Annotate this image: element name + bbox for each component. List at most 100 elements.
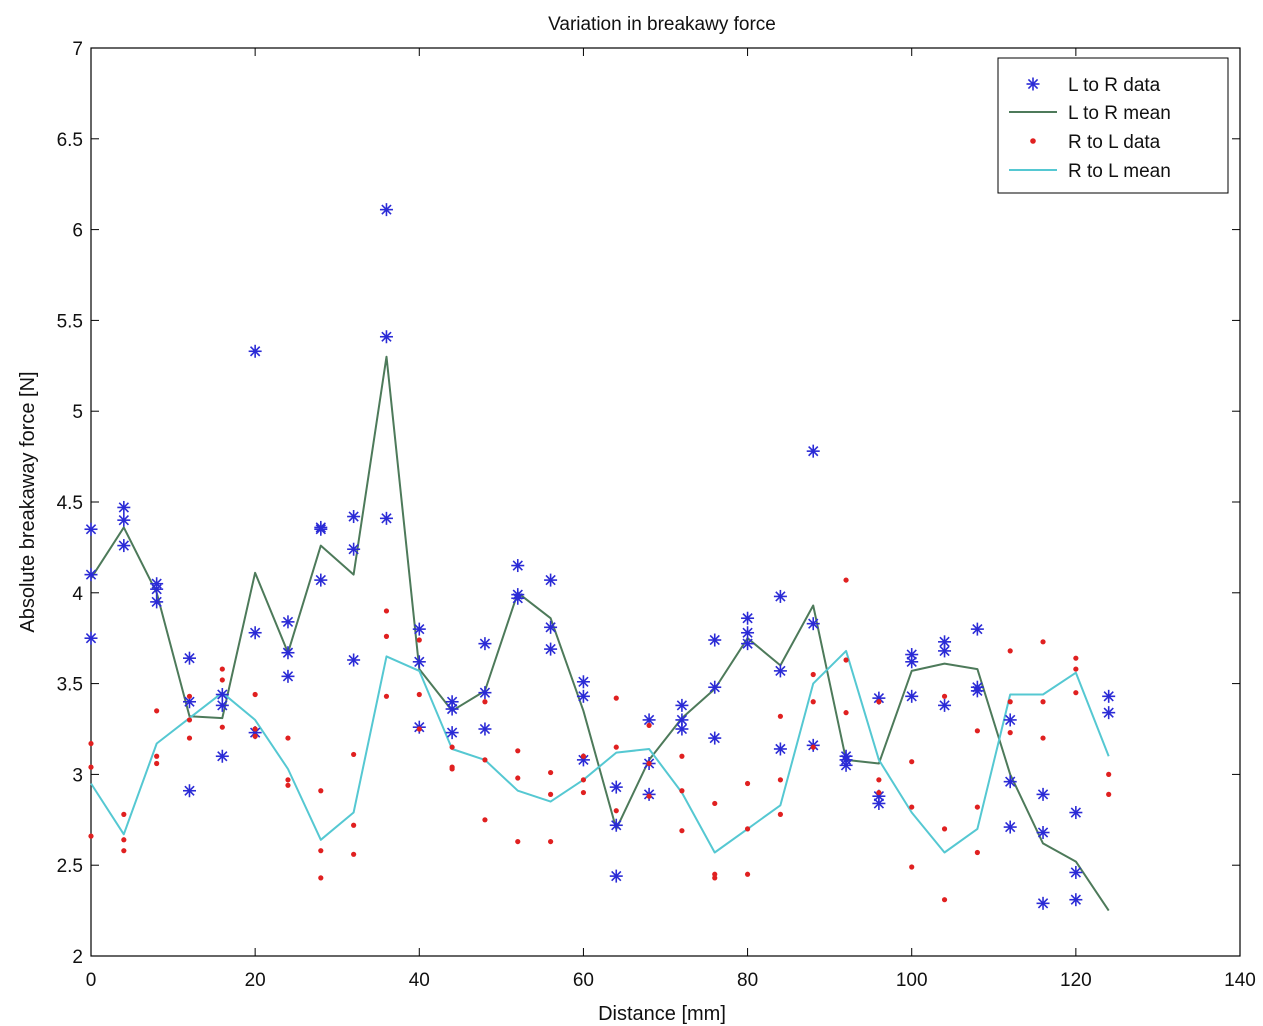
data-point (117, 513, 131, 527)
data-point (744, 826, 751, 832)
data-point (679, 788, 685, 794)
data-point (613, 695, 619, 701)
data-point (905, 689, 919, 703)
data-point-stroke (939, 636, 950, 647)
data-point-stroke (1037, 827, 1049, 838)
data-point (182, 784, 196, 798)
data-point (318, 848, 324, 854)
data-point (613, 744, 619, 750)
data-point (215, 749, 229, 763)
legend-label: L to R data (1068, 75, 1161, 96)
data-point (511, 559, 525, 573)
series-l-to-r-mean (90, 355, 1110, 912)
data-point-stroke (611, 820, 622, 831)
data-point (872, 796, 886, 810)
data-point (515, 838, 521, 845)
data-point (773, 742, 787, 756)
data-point (1069, 893, 1083, 907)
data-point (478, 722, 492, 736)
data-point (281, 669, 295, 683)
data-point (970, 684, 984, 698)
data-point-stroke (479, 723, 491, 735)
chart-title: Variation in breakawy force (548, 14, 776, 35)
data-point (679, 753, 685, 759)
data-point (318, 788, 324, 794)
data-point (121, 848, 127, 854)
data-point (1040, 639, 1046, 645)
data-point-stroke (676, 723, 688, 735)
data-point-stroke (742, 638, 753, 649)
data-point-stroke (479, 687, 491, 698)
data-point (941, 897, 948, 903)
data-point (548, 838, 554, 845)
series-r-to-l-data (88, 577, 1112, 903)
data-point (482, 699, 488, 705)
data-point (839, 758, 853, 772)
data-point (609, 780, 623, 794)
data-point-stroke (249, 627, 261, 638)
data-point (215, 687, 229, 701)
data-point (712, 875, 718, 881)
data-point (347, 510, 361, 524)
data-point (708, 633, 722, 647)
data-point-stroke (85, 569, 97, 580)
data-point-stroke (873, 798, 885, 809)
legend-label: R to L mean (1068, 161, 1171, 182)
data-point (88, 833, 94, 839)
data-point (285, 782, 291, 788)
data-point (84, 631, 98, 645)
x-tick-label: 140 (1224, 970, 1256, 991)
data-point-stroke (676, 700, 688, 711)
data-point-stroke (381, 331, 392, 342)
plot-area (90, 47, 1241, 957)
data-point-stroke (972, 685, 983, 697)
data-point (121, 837, 127, 843)
data-point (88, 764, 94, 770)
data-point (88, 740, 94, 747)
data-point (741, 626, 755, 640)
data-point-stroke (249, 727, 261, 738)
data-point-stroke (446, 727, 458, 738)
data-point (580, 777, 587, 783)
legend-label: L to R mean (1068, 103, 1171, 124)
y-tick-label: 5 (72, 402, 83, 423)
data-point (511, 591, 525, 605)
data-point (482, 757, 488, 763)
data-point-stroke (282, 616, 294, 628)
y-axis-title: Absolute breakaway force [N] (17, 371, 39, 632)
data-point (379, 511, 393, 525)
data-point-stroke (1005, 714, 1016, 726)
data-point-stroke (184, 785, 195, 796)
data-point (154, 760, 160, 767)
data-point (712, 871, 718, 877)
data-point-stroke (1070, 807, 1082, 818)
data-point (248, 626, 262, 640)
data-point (744, 871, 751, 877)
data-point (186, 717, 193, 723)
data-point (150, 582, 164, 596)
data-point (941, 826, 948, 832)
data-point-stroke (873, 692, 885, 704)
data-point-stroke (939, 700, 950, 711)
data-point (186, 735, 193, 741)
x-axis: 0 20 40 60 80 100 120 140 (86, 48, 1256, 991)
data-point (318, 875, 324, 881)
x-tick-label: 100 (896, 970, 928, 991)
data-point-stroke (742, 627, 753, 638)
data-point (909, 864, 915, 870)
data-point (117, 500, 131, 514)
legend-asterisk-swatch-stroke (1027, 78, 1039, 90)
data-point (938, 698, 952, 712)
data-point (252, 691, 258, 698)
data-point (576, 689, 590, 703)
data-point-stroke (578, 676, 589, 687)
data-point (708, 731, 722, 745)
data-point-stroke (118, 502, 129, 513)
data-point (449, 744, 455, 750)
data-point (544, 642, 558, 656)
x-tick-label: 20 (245, 970, 266, 991)
data-point (515, 748, 521, 754)
data-point (806, 617, 820, 631)
data-point-stroke (775, 665, 786, 677)
data-point (938, 644, 952, 658)
